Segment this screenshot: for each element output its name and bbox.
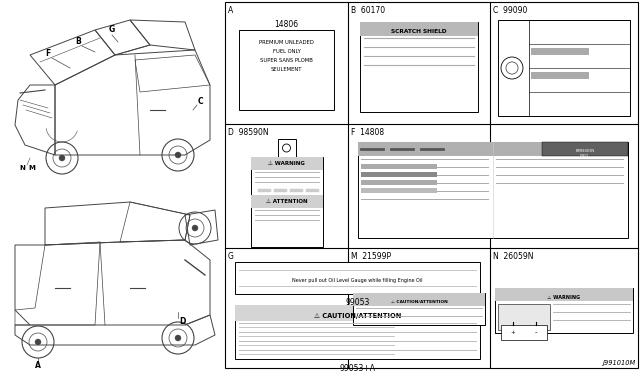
Bar [358, 142, 628, 156]
Text: ⚠ WARNING: ⚠ WARNING [547, 295, 580, 299]
Text: 99053: 99053 [346, 298, 370, 307]
Text: F: F [45, 49, 51, 58]
Text: C: C [197, 97, 203, 106]
Bar [250, 157, 323, 170]
Text: ⚠ CAUTION/ATTENTION: ⚠ CAUTION/ATTENTION [314, 313, 401, 319]
Text: Never pull out Oil Level Gauge while filling Engine Oil: Never pull out Oil Level Gauge while fil… [292, 278, 423, 283]
Text: D  98590N: D 98590N [228, 128, 269, 137]
Bar [225, 2, 638, 368]
Text: F  14808: F 14808 [351, 128, 384, 137]
Bar [360, 22, 478, 112]
Bar [235, 305, 480, 321]
Text: PREMIUM UNLEADED: PREMIUM UNLEADED [259, 40, 314, 45]
Text: J991010M: J991010M [602, 360, 635, 366]
Bar [278, 139, 296, 157]
Text: +: + [510, 330, 515, 335]
Bar [498, 20, 630, 116]
Bar [531, 48, 589, 55]
Text: N  26059N: N 26059N [493, 252, 534, 261]
Text: FUEL ONLY: FUEL ONLY [273, 49, 300, 54]
Circle shape [175, 152, 181, 158]
Bar [541, 142, 628, 156]
Bar [361, 180, 436, 185]
Bar [353, 293, 485, 306]
Bar [361, 164, 436, 169]
Text: B  60170: B 60170 [351, 6, 385, 15]
Text: 14806: 14806 [275, 20, 299, 29]
Bar [495, 288, 633, 333]
Text: G: G [228, 252, 234, 261]
Bar [531, 72, 589, 79]
Circle shape [192, 225, 198, 231]
Bar [235, 305, 480, 359]
Bar [361, 172, 436, 177]
Text: EMISSION
INFO: EMISSION INFO [575, 149, 595, 158]
Bar [495, 288, 633, 301]
Circle shape [175, 335, 181, 341]
Bar [358, 142, 628, 238]
Bar [250, 157, 323, 247]
Text: N: N [19, 165, 25, 171]
Bar [360, 22, 478, 36]
Text: SCRATCH SHIELD: SCRATCH SHIELD [391, 29, 447, 34]
Text: ⚠ ATTENTION: ⚠ ATTENTION [266, 199, 307, 204]
Bar [250, 195, 323, 208]
Circle shape [59, 155, 65, 161]
Text: ⚠ WARNING: ⚠ WARNING [268, 161, 305, 166]
Bar [353, 293, 485, 325]
Text: SEULEMENT: SEULEMENT [271, 67, 302, 72]
Bar [225, 2, 638, 368]
Bar [239, 30, 334, 110]
Text: ⚠ CAUTION/ATTENTION: ⚠ CAUTION/ATTENTION [390, 299, 447, 304]
Bar [498, 304, 550, 330]
Text: C  99090: C 99090 [493, 6, 527, 15]
Text: 99053+A: 99053+A [339, 364, 376, 372]
Text: B: B [75, 38, 81, 46]
Text: SUPER SANS PLOMB: SUPER SANS PLOMB [260, 58, 313, 63]
Bar [361, 188, 436, 193]
Text: A: A [228, 6, 233, 15]
Text: G: G [109, 26, 115, 35]
Text: D: D [179, 317, 185, 327]
Circle shape [35, 339, 41, 345]
Text: M: M [29, 165, 35, 171]
Text: M  21599P: M 21599P [351, 252, 391, 261]
Text: -: - [534, 330, 537, 336]
Bar [235, 262, 480, 294]
Text: A: A [35, 362, 41, 371]
Bar [501, 325, 547, 340]
